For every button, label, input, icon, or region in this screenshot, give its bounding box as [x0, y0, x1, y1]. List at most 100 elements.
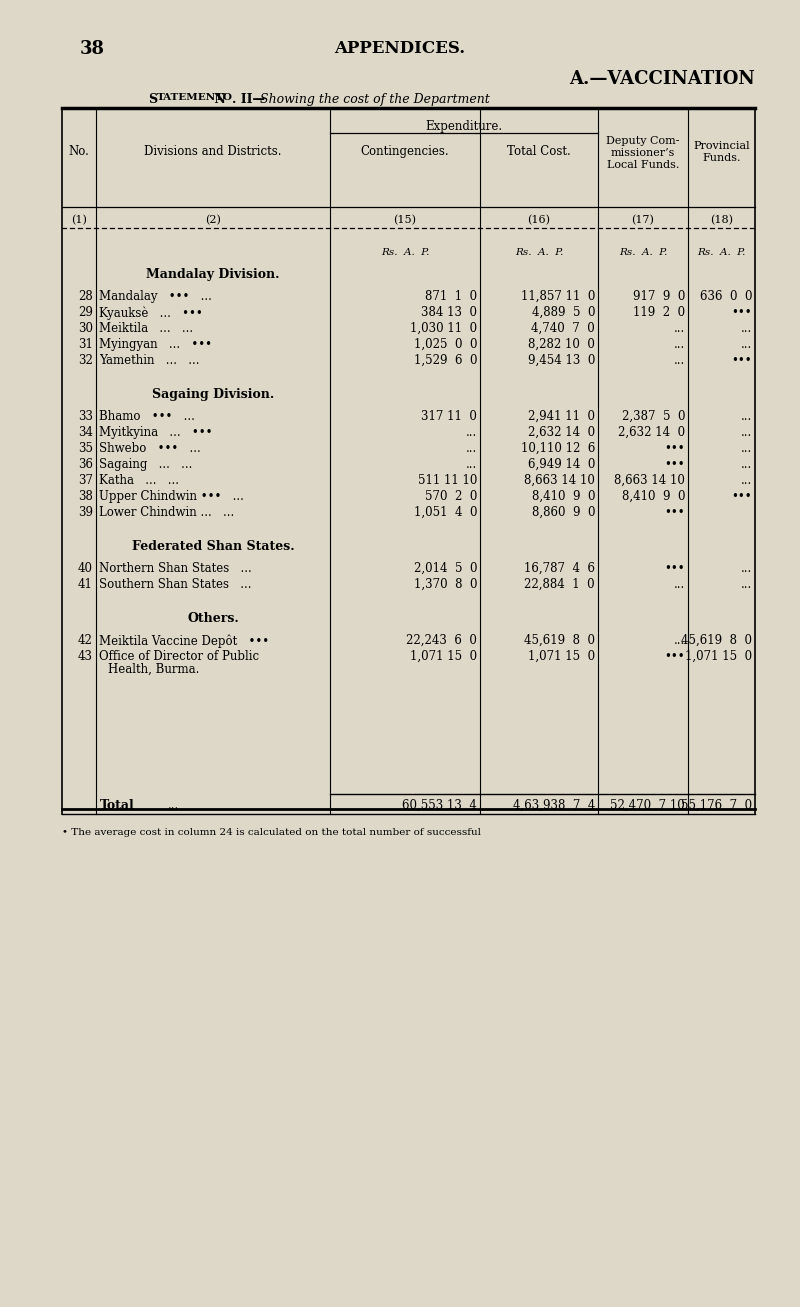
- Text: Myingyan   ...   •••: Myingyan ... •••: [99, 339, 212, 352]
- Text: Local Funds.: Local Funds.: [607, 159, 679, 170]
- Text: Southern Shan States   ...: Southern Shan States ...: [99, 578, 251, 591]
- Text: 30: 30: [78, 322, 93, 335]
- Text: 1,025  0  0: 1,025 0 0: [414, 339, 477, 352]
- Text: 8,663 14 10: 8,663 14 10: [524, 474, 595, 488]
- Text: 1,071 15  0: 1,071 15 0: [685, 650, 752, 663]
- Text: Total Cost.: Total Cost.: [507, 145, 571, 158]
- Text: 119  2  0: 119 2 0: [633, 306, 685, 319]
- Text: ...: ...: [741, 578, 752, 591]
- Text: Myitkyina   ...   •••: Myitkyina ... •••: [99, 426, 213, 439]
- Text: ...: ...: [674, 339, 685, 352]
- Text: •••: •••: [731, 354, 752, 367]
- Text: Total: Total: [100, 799, 134, 812]
- Text: 16,787  4  6: 16,787 4 6: [524, 562, 595, 575]
- Text: 10,110 12  6: 10,110 12 6: [521, 442, 595, 455]
- Text: 2,014  5  0: 2,014 5 0: [414, 562, 477, 575]
- Text: 2,632 14  0: 2,632 14 0: [528, 426, 595, 439]
- Text: ...: ...: [674, 322, 685, 335]
- Text: 37: 37: [78, 474, 93, 488]
- Text: Provincial: Provincial: [693, 141, 750, 152]
- Text: Mandalay   •••   ...: Mandalay ••• ...: [99, 290, 212, 303]
- Text: 6,949 14  0: 6,949 14 0: [528, 457, 595, 471]
- Text: •••: •••: [664, 650, 685, 663]
- Text: •••: •••: [731, 490, 752, 503]
- Text: Sagaing   ...   ...: Sagaing ... ...: [99, 457, 192, 471]
- Text: 8,282 10  0: 8,282 10 0: [528, 339, 595, 352]
- Text: ...: ...: [674, 634, 685, 647]
- Text: Contingencies.: Contingencies.: [361, 145, 450, 158]
- Text: Lower Chindwin ...   ...: Lower Chindwin ... ...: [99, 506, 234, 519]
- Text: Kyauksè   ...   •••: Kyauksè ... •••: [99, 306, 202, 319]
- Text: ...: ...: [674, 354, 685, 367]
- Text: . II—: . II—: [232, 93, 265, 106]
- Text: Meiktila Vaccine Depôt   •••: Meiktila Vaccine Depôt •••: [99, 634, 269, 647]
- Text: Upper Chindwin •••   ...: Upper Chindwin ••• ...: [99, 490, 244, 503]
- Text: Bhamo   •••   ...: Bhamo ••• ...: [99, 410, 195, 423]
- Text: 38: 38: [78, 490, 93, 503]
- Text: Funds.: Funds.: [702, 153, 741, 163]
- Text: Federated Shan States.: Federated Shan States.: [132, 540, 294, 553]
- Text: 32: 32: [78, 354, 93, 367]
- Text: 8,410  9  0: 8,410 9 0: [622, 490, 685, 503]
- Text: 45,619  8  0: 45,619 8 0: [524, 634, 595, 647]
- Text: Divisions and Districts.: Divisions and Districts.: [144, 145, 282, 158]
- Text: Others.: Others.: [187, 612, 239, 625]
- Text: ...: ...: [466, 457, 477, 471]
- Text: 22,884  1  0: 22,884 1 0: [524, 578, 595, 591]
- Text: 636  0  0: 636 0 0: [699, 290, 752, 303]
- Text: 38: 38: [80, 41, 105, 58]
- Text: ...: ...: [741, 562, 752, 575]
- Text: ...: ...: [466, 442, 477, 455]
- Text: Expenditure.: Expenditure.: [426, 120, 502, 133]
- Text: ...: ...: [741, 457, 752, 471]
- Text: 570  2  0: 570 2 0: [425, 490, 477, 503]
- Text: 2,387  5  0: 2,387 5 0: [622, 410, 685, 423]
- Text: 34: 34: [78, 426, 93, 439]
- Text: 28: 28: [78, 290, 93, 303]
- Text: ...: ...: [741, 442, 752, 455]
- Text: ...: ...: [674, 578, 685, 591]
- Text: Northern Shan States   ...: Northern Shan States ...: [99, 562, 252, 575]
- Text: Health, Burma.: Health, Burma.: [108, 663, 199, 676]
- Text: 35: 35: [78, 442, 93, 455]
- Text: (2): (2): [205, 214, 221, 225]
- Text: 917  9  0: 917 9 0: [633, 290, 685, 303]
- Text: N: N: [210, 93, 226, 106]
- Text: (16): (16): [527, 214, 550, 225]
- Text: •••: •••: [664, 562, 685, 575]
- Text: Shwebo   •••   ...: Shwebo ••• ...: [99, 442, 201, 455]
- Text: APPENDICES.: APPENDICES.: [334, 41, 466, 58]
- Text: ...: ...: [741, 339, 752, 352]
- Text: ...: ...: [741, 322, 752, 335]
- Text: TATEMENT: TATEMENT: [157, 93, 224, 102]
- Text: 1,051  4  0: 1,051 4 0: [414, 506, 477, 519]
- Text: 33: 33: [78, 410, 93, 423]
- Text: Rs.  A.  P.: Rs. A. P.: [619, 248, 667, 257]
- Text: 4,889  5  0: 4,889 5 0: [531, 306, 595, 319]
- Text: O: O: [223, 93, 232, 102]
- Text: Showing the cost of the Department: Showing the cost of the Department: [260, 93, 490, 106]
- Text: 42: 42: [78, 634, 93, 647]
- Text: 45,619  8  0: 45,619 8 0: [681, 634, 752, 647]
- Text: 36: 36: [78, 457, 93, 471]
- Text: 2,941 11  0: 2,941 11 0: [528, 410, 595, 423]
- Text: 9,454 13  0: 9,454 13 0: [528, 354, 595, 367]
- Text: Katha   ...   ...: Katha ... ...: [99, 474, 179, 488]
- Text: 384 13  0: 384 13 0: [421, 306, 477, 319]
- Text: 11,857 11  0: 11,857 11 0: [521, 290, 595, 303]
- Text: Office of Director of Public: Office of Director of Public: [99, 650, 259, 663]
- Text: (1): (1): [71, 214, 87, 225]
- Text: missioner’s: missioner’s: [611, 148, 675, 158]
- Text: Sagaing Division.: Sagaing Division.: [152, 388, 274, 401]
- Text: 43: 43: [78, 650, 93, 663]
- Text: 1,529  6  0: 1,529 6 0: [414, 354, 477, 367]
- Text: 8,410  9  0: 8,410 9 0: [531, 490, 595, 503]
- Text: Rs.  A.  P.: Rs. A. P.: [515, 248, 563, 257]
- Text: A.—VACCINATION: A.—VACCINATION: [569, 71, 755, 88]
- Text: Yamethin   ...   ...: Yamethin ... ...: [99, 354, 199, 367]
- Text: ...: ...: [741, 426, 752, 439]
- Text: 317 11  0: 317 11 0: [421, 410, 477, 423]
- Text: Rs.  A.  P.: Rs. A. P.: [698, 248, 746, 257]
- Text: 1,071 15  0: 1,071 15 0: [410, 650, 477, 663]
- Text: ...: ...: [741, 474, 752, 488]
